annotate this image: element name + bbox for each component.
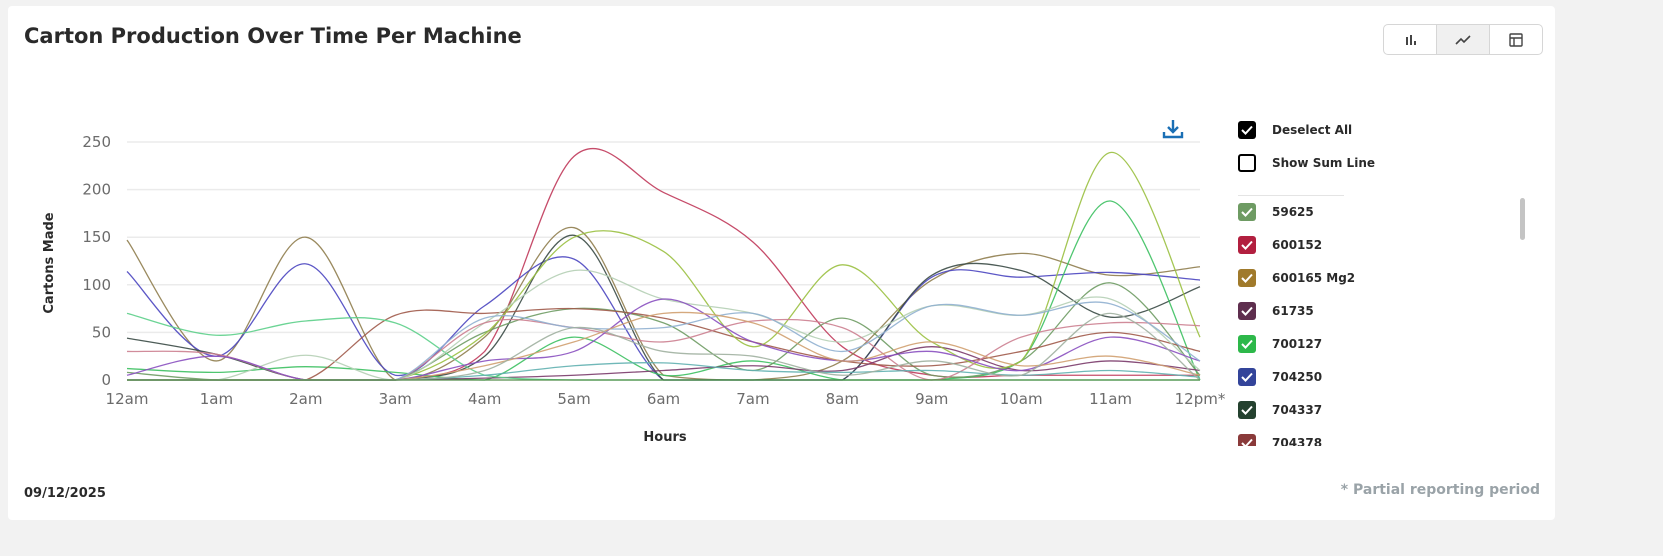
legend-item[interactable]: 704250	[1238, 368, 1322, 386]
x-tick-label: 12am	[106, 390, 149, 408]
show-sum-line-label: Show Sum Line	[1272, 156, 1376, 170]
x-axis-title: Hours	[643, 430, 686, 445]
line-chart-view-button[interactable]	[1437, 25, 1490, 54]
checkbox-checked-icon	[1238, 236, 1256, 254]
y-tick-label: 100	[82, 276, 111, 294]
y-axis-title: Cartons Made	[42, 212, 57, 313]
table-view-button[interactable]	[1490, 25, 1542, 54]
legend-item[interactable]: 700127	[1238, 335, 1322, 353]
legend-divider	[1238, 195, 1344, 196]
checkbox-checked-icon	[1238, 335, 1256, 353]
checkbox-checked-icon	[1238, 203, 1256, 221]
legend-item-label: 704250	[1272, 370, 1323, 384]
checkbox-checked-icon	[1238, 269, 1256, 287]
download-button[interactable]	[1162, 118, 1184, 144]
download-icon	[1162, 120, 1184, 139]
legend-item[interactable]: 704378	[1238, 434, 1322, 446]
x-tick-label: 4am	[468, 390, 501, 408]
legend-item[interactable]: 61735	[1238, 302, 1314, 320]
bar-chart-icon	[1406, 34, 1416, 45]
deselect-all-label: Deselect All	[1272, 123, 1353, 137]
show-sum-line-checkbox[interactable]: Show Sum Line	[1238, 154, 1375, 172]
x-tick-label: 9am	[915, 390, 948, 408]
legend-scrollbar[interactable]	[1520, 198, 1525, 240]
checkbox-unchecked-icon	[1238, 154, 1256, 172]
view-toggle	[1383, 24, 1543, 55]
checkbox-checked-icon	[1238, 302, 1256, 320]
series-line-704250	[126, 256, 1201, 381]
legend-item-label: 704337	[1272, 403, 1323, 417]
chart-card: Carton Production Over Time Per Machine …	[8, 6, 1555, 520]
bar-chart-view-button[interactable]	[1384, 25, 1437, 54]
checkbox-checked-icon	[1238, 121, 1256, 139]
x-tick-label: 2am	[289, 390, 322, 408]
series-line-600165-mg2	[126, 227, 1201, 381]
legend-item-label: 600165 Mg2	[1272, 271, 1356, 285]
legend-item-label: 61735	[1272, 304, 1314, 318]
x-tick-label: 6am	[647, 390, 680, 408]
series-line-600152	[126, 148, 1200, 381]
deselect-all-checkbox[interactable]: Deselect All	[1238, 121, 1352, 139]
x-tick-label: 7am	[736, 390, 769, 408]
y-tick-label: 250	[82, 133, 111, 151]
checkbox-checked-icon	[1238, 368, 1256, 386]
series-line-700127	[126, 200, 1201, 381]
legend-item-label: 704378	[1272, 436, 1323, 446]
legend-item[interactable]: 600152	[1238, 236, 1322, 254]
y-tick-label: 150	[82, 228, 111, 246]
page-title: Carton Production Over Time Per Machine	[24, 24, 522, 48]
series-line-704337	[126, 234, 1201, 381]
partial-period-note: * Partial reporting period	[1340, 482, 1540, 498]
legend-item-label: 600152	[1272, 238, 1323, 252]
legend-item-label: 700127	[1272, 337, 1323, 351]
x-tick-label: 10am	[1000, 390, 1043, 408]
y-tick-label: 200	[82, 181, 111, 199]
checkbox-checked-icon	[1238, 401, 1256, 419]
legend-item-label: 59625	[1272, 205, 1314, 219]
table-icon	[1509, 32, 1523, 47]
line-chart: 0 50 100 150 200 250 12am 1am 2am 3am 4am 5am 6am 7am…	[42, 133, 1226, 445]
legend-item[interactable]: 59625	[1238, 203, 1314, 221]
legend-item[interactable]: 704337	[1238, 401, 1322, 419]
y-tick-label: 50	[92, 323, 111, 341]
x-tick-label: 5am	[557, 390, 590, 408]
series-line-704378	[126, 307, 1201, 381]
x-tick-label: 8am	[826, 390, 859, 408]
line-chart-icon	[1455, 34, 1471, 45]
legend: Deselect All Show Sum Line 59625 600152 60…	[1238, 118, 1528, 446]
x-tick-label: 1am	[200, 390, 233, 408]
x-tick-label: 12pm*	[1175, 390, 1226, 408]
x-tick-label: 11am	[1089, 390, 1132, 408]
legend-item[interactable]: 600165 Mg2	[1238, 269, 1355, 287]
x-tick-label: 3am	[379, 390, 412, 408]
checkbox-checked-icon	[1238, 434, 1256, 446]
series-line	[126, 269, 1201, 381]
report-date: 09/12/2025	[24, 486, 106, 501]
y-tick-label: 0	[101, 371, 111, 389]
